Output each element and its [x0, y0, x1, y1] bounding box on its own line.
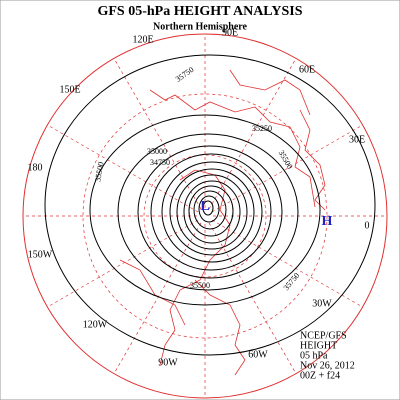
- longitude-label: 150W: [28, 249, 53, 260]
- graticule-line: [47, 219, 199, 308]
- longitude-label: 150E: [59, 84, 80, 95]
- graticule-line: [211, 124, 363, 213]
- longitude-label: 60W: [248, 349, 268, 360]
- contour-label: 35250: [252, 124, 272, 133]
- longitude-label: 120W: [83, 319, 108, 330]
- longitude-label: 180: [28, 162, 43, 173]
- coastlines: [119, 69, 326, 376]
- longitude-label: 120E: [132, 34, 153, 45]
- contour-label: 34750: [150, 158, 170, 167]
- graticule-line: [113, 222, 202, 374]
- high-center: H: [322, 214, 333, 229]
- longitude-label: 0: [365, 220, 370, 231]
- subtitle: Northern Hemisphere: [153, 21, 248, 32]
- graticule-line: [211, 219, 363, 308]
- longitude-label: 90W: [158, 357, 178, 368]
- longitude-label: 90E: [222, 27, 238, 38]
- graticule: [23, 34, 387, 398]
- contour-label: 35500: [190, 281, 210, 290]
- graticule-line: [208, 222, 297, 374]
- footer-line: 05 hPa: [300, 350, 328, 361]
- graticule-line: [113, 58, 202, 210]
- graticule-line: [143, 154, 267, 278]
- title: GFS 05-hPa HEIGHT ANALYSIS: [97, 4, 302, 19]
- longitude-label: 30W: [312, 298, 332, 309]
- map-boundary: [22, 33, 388, 399]
- footer-line: 00Z + f24: [300, 370, 340, 381]
- footer-line: Nov 26, 2012: [300, 360, 355, 371]
- contour-label: 35500: [93, 161, 105, 182]
- contours: [44, 54, 376, 356]
- footer-line: HEIGHT: [300, 340, 337, 351]
- graticule-line: [208, 58, 297, 210]
- longitude-label: 30E: [349, 134, 365, 145]
- low-center: L: [200, 199, 209, 214]
- footer-line: NCEP/GFS: [300, 330, 347, 341]
- graticule-line: [82, 93, 328, 339]
- graticule-line: [47, 124, 199, 213]
- contour-label: 35000: [147, 147, 167, 156]
- longitude-label: 60E: [299, 64, 315, 75]
